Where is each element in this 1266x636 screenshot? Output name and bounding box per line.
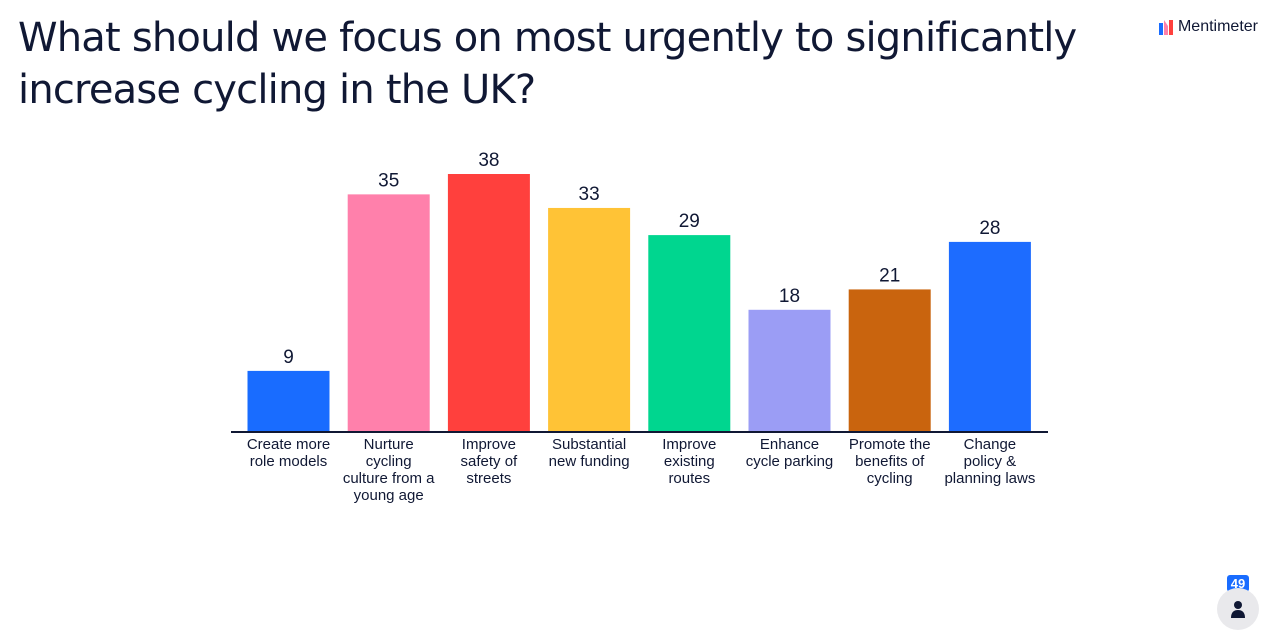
category-label: Nurture cycling culture from a young age [342, 436, 435, 504]
bar [748, 309, 831, 432]
category-label: Improve existing routes [662, 436, 717, 487]
participants-button[interactable] [1217, 588, 1259, 630]
bar [848, 289, 931, 432]
slide-title: What should we focus on most urgently to… [18, 15, 1077, 113]
bar-value-label: 33 [579, 184, 600, 205]
person-icon [1231, 601, 1245, 618]
category-label: Substantial new funding [548, 436, 630, 470]
participant-count-badge: 49 [1227, 575, 1249, 592]
bar [948, 241, 1031, 432]
mentimeter-logo-icon [1158, 19, 1173, 35]
category-label: Promote the benefits of cycling [848, 436, 931, 487]
bar-value-label: 29 [679, 211, 700, 232]
bar [247, 370, 330, 432]
category-label: Enhance cycle parking [745, 436, 834, 470]
bar-value-label: 18 [779, 286, 800, 307]
category-label: Create more role models [246, 436, 331, 470]
bar-value-label: 38 [478, 150, 499, 171]
bar [548, 207, 631, 432]
category-label: Improve safety of streets [460, 436, 518, 487]
bar [648, 235, 731, 432]
category-label: Change policy & planning laws [944, 436, 1036, 487]
bar-value-label: 9 [283, 347, 294, 368]
bar [347, 194, 430, 432]
bar-value-label: 28 [979, 218, 1000, 239]
mentimeter-brand: Mentimeter [1158, 18, 1258, 36]
bar [447, 174, 530, 432]
participant-count-widget[interactable]: 49 [1216, 573, 1260, 630]
bar-value-label: 21 [879, 265, 900, 286]
brand-name: Mentimeter [1177, 18, 1258, 35]
bar-value-label: 35 [378, 170, 399, 191]
